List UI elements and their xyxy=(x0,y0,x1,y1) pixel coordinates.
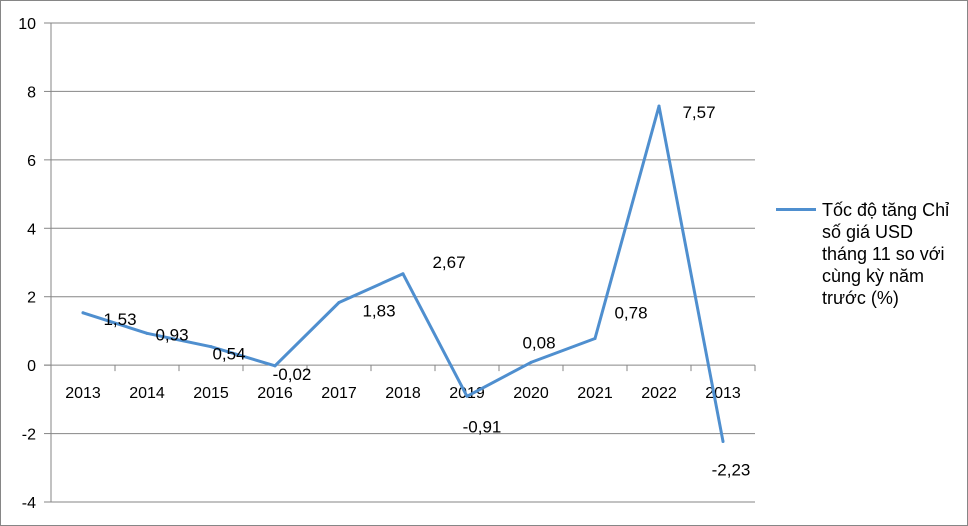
data-label-5: 2,67 xyxy=(432,253,465,272)
x-tick-label-4: 2017 xyxy=(321,385,357,402)
data-label-10: -2,23 xyxy=(712,460,751,479)
y-tick-label-1: -2 xyxy=(22,427,36,444)
legend-label: Tốc độ tăng Chỉ số giá USD tháng 11 so v… xyxy=(822,200,950,308)
legend-line-swatch xyxy=(776,208,816,211)
data-label-6: -0,91 xyxy=(463,417,502,436)
data-point-5 xyxy=(401,272,405,276)
data-label-8: 0,78 xyxy=(614,303,647,322)
x-tick-label-7: 2020 xyxy=(513,385,549,402)
series-line xyxy=(81,104,725,443)
data-point-1 xyxy=(145,331,149,335)
x-tick-label-2: 2015 xyxy=(193,385,229,402)
data-label-0: 1,53 xyxy=(103,310,136,329)
y-tick-label-4: 4 xyxy=(27,221,36,238)
data-label-7: 0,08 xyxy=(522,333,555,352)
y-tick-label-0: -4 xyxy=(22,495,36,512)
data-point-0 xyxy=(81,311,85,315)
x-tick-label-8: 2021 xyxy=(577,385,613,402)
y-tick-label-3: 2 xyxy=(27,290,36,307)
data-point-4 xyxy=(337,301,341,305)
y-axis-tick-labels: -4 -2 0 2 4 6 8 10 xyxy=(18,16,36,512)
data-label-2: 0,54 xyxy=(212,345,245,364)
data-label-3: -0,02 xyxy=(273,365,312,384)
data-point-8 xyxy=(593,336,597,340)
x-tick-label-5: 2018 xyxy=(385,385,421,402)
y-tick-label-6: 8 xyxy=(27,84,36,101)
data-point-7 xyxy=(529,360,533,364)
x-tick-label-0: 2013 xyxy=(65,385,101,402)
data-point-9 xyxy=(657,104,661,108)
data-point-10 xyxy=(721,439,725,443)
data-label-4: 1,83 xyxy=(362,302,395,321)
x-tick-label-1: 2014 xyxy=(129,385,165,402)
axes xyxy=(44,22,756,503)
x-axis-tick-labels: 2013 2014 2015 2016 2017 2018 2019 2020 2021 2022… xyxy=(65,385,741,402)
data-labels: 1,53 0,93 0,54 -0,02 1,83 2,67 -0,91 0,08 0,78 7,… xyxy=(103,103,750,479)
data-label-9: 7,57 xyxy=(682,103,715,122)
data-point-6 xyxy=(465,394,469,398)
y-tick-label-7: 10 xyxy=(18,16,36,33)
x-tick-label-9: 2022 xyxy=(641,385,677,402)
data-point-3 xyxy=(273,364,277,368)
y-tick-label-2: 0 xyxy=(27,358,36,375)
data-label-1: 0,93 xyxy=(155,325,188,344)
gridlines xyxy=(51,22,755,503)
y-tick-label-5: 6 xyxy=(27,153,36,170)
x-tick-label-3: 2016 xyxy=(257,385,293,402)
x-tick-label-10: 2013 xyxy=(705,385,741,402)
data-point-2 xyxy=(209,345,213,349)
legend: Tốc độ tăng Chỉ số giá USD tháng 11 so v… xyxy=(776,199,966,309)
